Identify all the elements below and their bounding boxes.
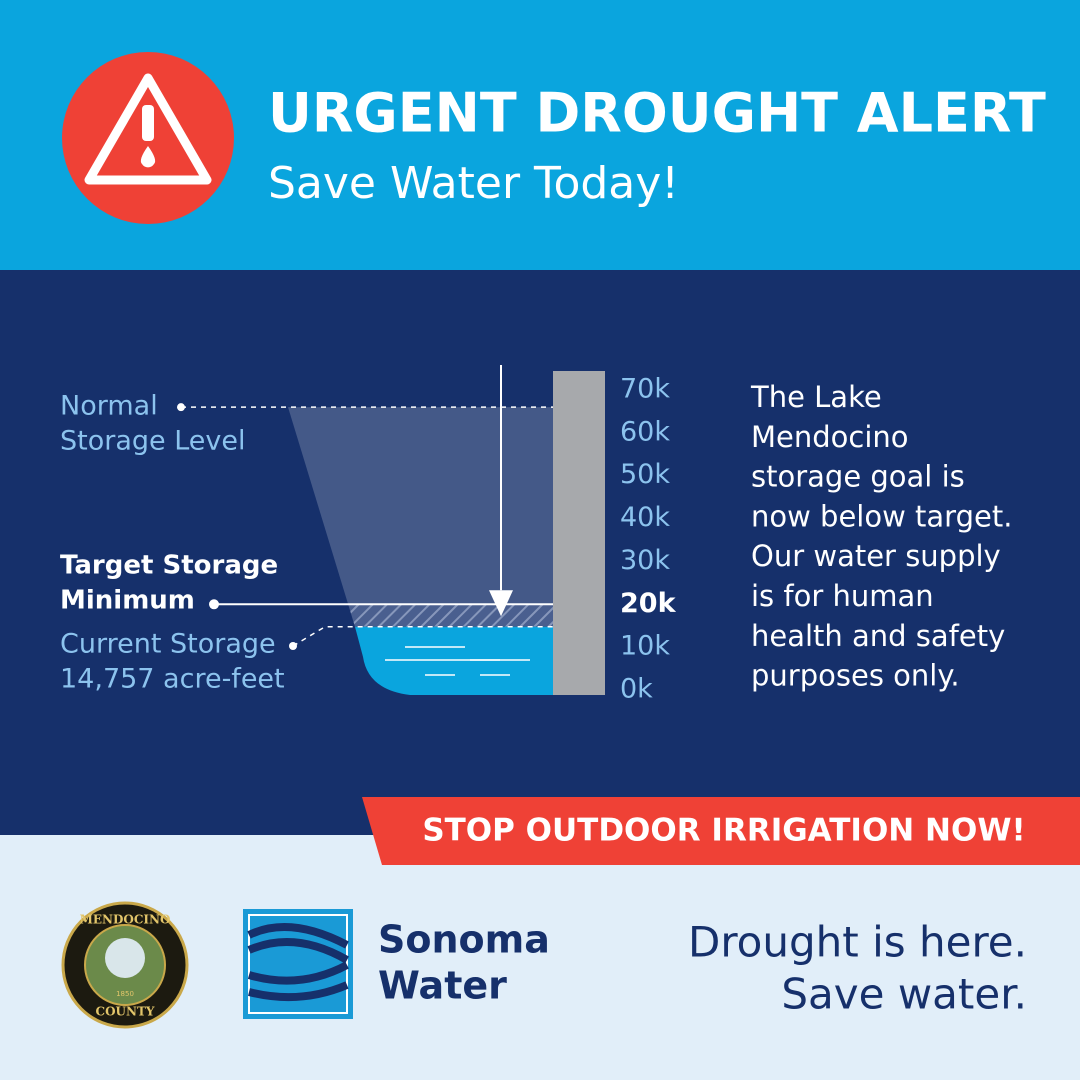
banner: STOP OUTDOOR IRRIGATION NOW!	[422, 813, 1025, 849]
current-line	[292, 626, 553, 647]
normal-label: Normal	[60, 391, 158, 422]
tick-label: 70k	[620, 374, 670, 405]
dam	[553, 371, 605, 695]
message-line: storage goal is	[751, 460, 965, 494]
subtitle: Save Water Today!	[268, 158, 679, 209]
current-value: 14,757 acre-feet	[60, 664, 285, 695]
tick-label: 30k	[620, 545, 670, 576]
sonoma-logo	[243, 909, 353, 1019]
message-line: now below target.	[751, 499, 1012, 533]
current-label: Current Storage	[60, 629, 276, 660]
current-water	[354, 626, 553, 695]
target-band	[348, 604, 553, 627]
tick-label: 0k	[620, 674, 653, 705]
message: The Lake Mendocino storage goal is now belo…	[750, 380, 1012, 693]
tagline: Save water.	[781, 970, 1027, 1019]
seal-year: 1850	[116, 990, 134, 998]
gauge: 70k 60k 50k 40k 30k 20k 10k 0k Normal Storage Lev…	[60, 365, 677, 705]
main-band	[0, 270, 1080, 835]
message-line: is for human	[751, 579, 934, 613]
alert-icon	[62, 52, 234, 224]
message-line: Our water supply	[751, 539, 1001, 573]
normal-volume	[288, 407, 553, 605]
normal-label: Storage Level	[60, 426, 246, 457]
title: URGENT DROUGHT ALERT	[268, 82, 1046, 145]
target-label: Minimum	[60, 586, 195, 616]
seal-top: MENDOCINO	[80, 913, 171, 927]
message-line: The Lake	[750, 380, 882, 414]
tick-label: 50k	[620, 459, 670, 490]
tick-label: 60k	[620, 416, 670, 447]
county-seal: MENDOCINO COUNTY 1850	[61, 901, 189, 1029]
tick-label: 20k	[620, 588, 677, 619]
dot	[289, 642, 297, 650]
target-label: Target Storage	[60, 551, 278, 581]
seal-bottom: COUNTY	[96, 1005, 155, 1019]
dot	[209, 599, 219, 610]
tick-label: 40k	[620, 502, 670, 533]
message-line: Mendocino	[751, 420, 909, 454]
tick-label: 10k	[620, 631, 670, 662]
message-line: health and safety	[751, 619, 1005, 653]
tagline: Drought is here.	[688, 918, 1027, 967]
message-line: purposes only.	[751, 659, 960, 693]
logo-text: Sonoma	[378, 918, 550, 962]
banner-bg	[362, 797, 1080, 865]
dot	[177, 403, 185, 412]
logo-text: Water	[378, 964, 507, 1008]
